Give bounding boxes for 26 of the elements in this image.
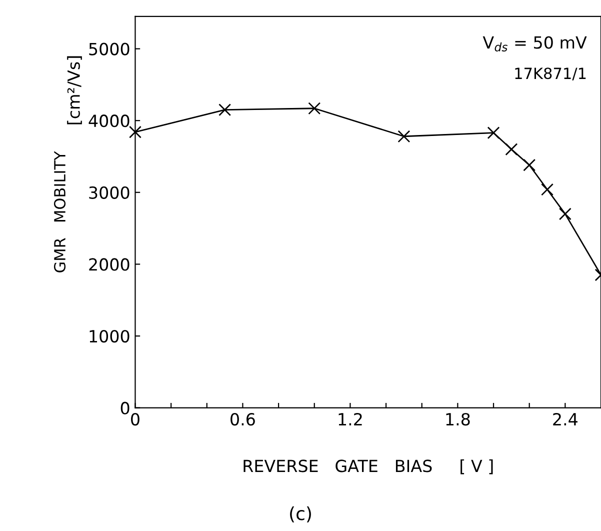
x-tick-label: 1.8 <box>446 412 470 426</box>
x-axis-title: REVERSE GATE BIAS [ V ] <box>244 459 493 474</box>
y-tick-label: 0 <box>120 402 130 414</box>
x-tick-label: 0.6 <box>230 412 255 426</box>
text: [cm²/Vs] <box>67 56 82 124</box>
y-tick-label: 1000 <box>90 330 130 343</box>
annotation: 17K871/1 <box>515 68 586 80</box>
point <box>398 130 410 143</box>
annotation: V$_{ds}$ = 50 mV <box>482 36 587 52</box>
point <box>523 158 536 172</box>
y-tick-label: 2000 <box>89 258 130 271</box>
point <box>505 143 518 156</box>
y-tick-label: 5000 <box>89 42 130 56</box>
y-tick-label: 4000 <box>88 114 130 128</box>
y-axis-title: GMR MOBILITY <box>54 151 66 272</box>
point <box>308 102 321 115</box>
x-tick-label: 2.4 <box>553 412 578 426</box>
point <box>218 104 232 116</box>
point <box>558 208 572 220</box>
text: (c) <box>290 506 311 522</box>
point <box>487 126 500 140</box>
y-tick-label: 3000 <box>89 186 130 199</box>
x-tick-label: 0 <box>131 412 140 426</box>
point <box>541 183 554 196</box>
x-tick-label: 1.2 <box>338 412 362 426</box>
point <box>128 126 142 138</box>
